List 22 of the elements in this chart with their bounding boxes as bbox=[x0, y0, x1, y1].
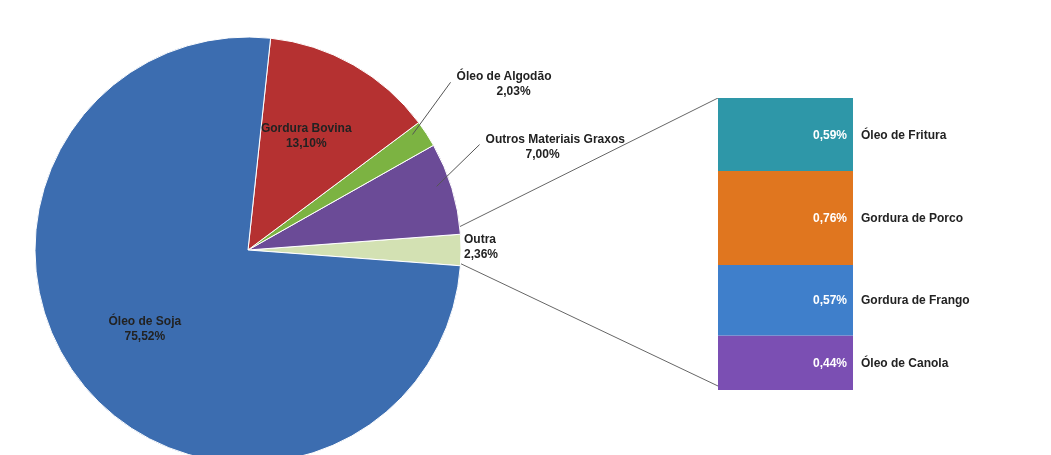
data-label: 0,44% bbox=[812, 355, 848, 370]
series-label: Gordura de Porco bbox=[861, 211, 964, 226]
bar bbox=[718, 171, 853, 266]
data-label: 13,10% bbox=[285, 135, 327, 150]
slice-label: Gordura Bovina bbox=[260, 120, 352, 135]
slice-label: Outros Materiais Graxos bbox=[485, 131, 626, 146]
data-label: 7,00% bbox=[525, 146, 560, 161]
slice-label: Outra bbox=[464, 232, 497, 246]
slice-label: Óleo de Algodão bbox=[456, 68, 552, 84]
data-label: 75,52% bbox=[124, 328, 166, 343]
data-label: 2,36% bbox=[464, 247, 499, 261]
series-label: Óleo de Fritura bbox=[861, 126, 947, 142]
data-label: 0,57% bbox=[812, 293, 848, 308]
series-label: Óleo de Canola bbox=[861, 354, 949, 370]
series-label: Gordura de Frango bbox=[861, 293, 970, 308]
bar bbox=[718, 335, 853, 390]
slice-label: Óleo de Soja bbox=[108, 312, 182, 328]
data-label: 0,59% bbox=[812, 127, 848, 142]
bar bbox=[718, 265, 853, 336]
data-label: 0,76% bbox=[812, 211, 848, 226]
bar bbox=[718, 98, 853, 171]
data-label: 2,03% bbox=[496, 84, 531, 99]
